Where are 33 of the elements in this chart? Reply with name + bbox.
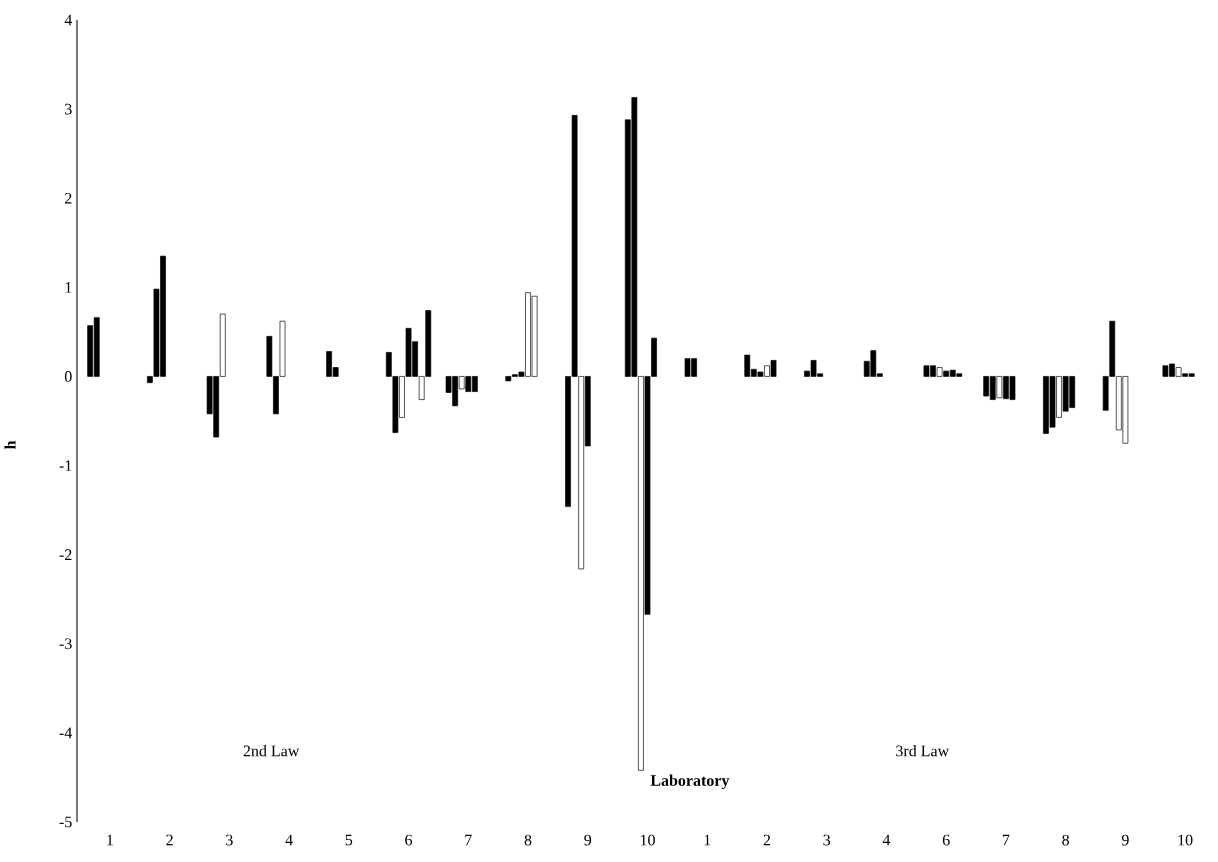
x-tick-label: 7	[465, 834, 472, 846]
y-tick-label: -4	[59, 727, 73, 739]
x-tick-label: 2	[166, 834, 173, 846]
y-tick-label: 3	[65, 103, 72, 115]
x-tick-label: 3	[823, 834, 831, 846]
y-tick-label: 0	[64, 371, 72, 382]
x-tick-label: 7	[1002, 834, 1010, 846]
x-tick-label: 8	[1062, 834, 1070, 846]
x-tick-label: 6	[942, 834, 950, 846]
x-tick-label: 5	[345, 834, 353, 846]
x-tick-label: 3	[226, 834, 233, 846]
y-tick-label: 4	[64, 14, 73, 26]
x-tick-label: 2	[763, 834, 771, 846]
x-tick-label: 6	[405, 834, 413, 846]
y-tick-label: -1	[59, 460, 72, 471]
x-tick-label: 9	[584, 834, 592, 846]
x-tick-label: 9	[1121, 834, 1129, 846]
x-tick-label: 10	[1178, 834, 1193, 846]
x-tick-label: 4	[882, 834, 891, 846]
x-tick-label: 1	[107, 834, 113, 846]
x-tick-label: 1	[704, 834, 711, 846]
y-tick-label: -3	[59, 638, 72, 650]
x-tick-label: 10	[640, 834, 655, 846]
x-axis-title: Laboratory	[650, 774, 730, 790]
y-tick-label: -2	[59, 549, 72, 560]
y-tick-label: 1	[65, 282, 72, 293]
annotation: 2nd Law	[243, 745, 300, 757]
y-tick-label: -5	[59, 816, 72, 828]
annotation: 3rd Law	[896, 745, 950, 757]
x-tick-label: 8	[524, 834, 532, 846]
y-axis-title: h	[4, 440, 16, 450]
y-tick-label: 2	[65, 192, 72, 204]
x-tick-label: 4	[285, 834, 293, 846]
